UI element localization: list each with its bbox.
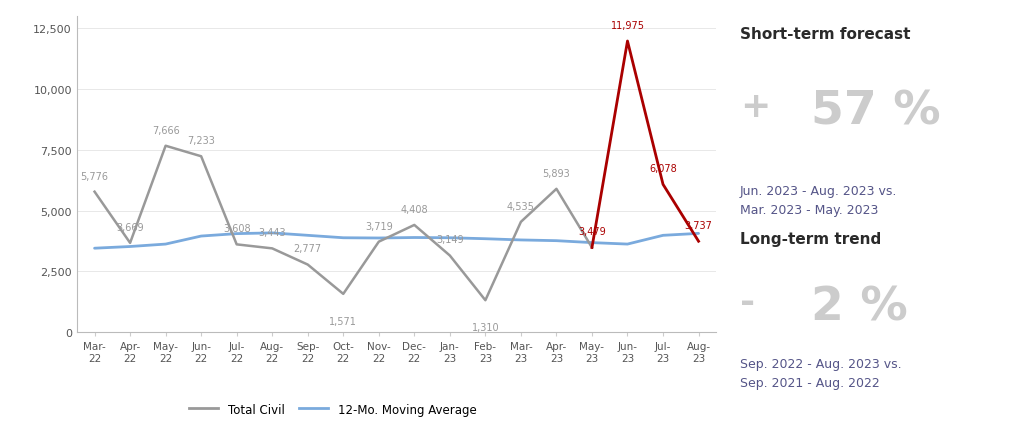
- Legend: Total Civil, 12-Mo. Moving Average: Total Civil, 12-Mo. Moving Average: [184, 399, 481, 421]
- Text: 3,737: 3,737: [685, 221, 713, 230]
- Text: 4,408: 4,408: [400, 204, 428, 214]
- Text: 4,535: 4,535: [507, 201, 535, 211]
- Text: +: +: [740, 89, 770, 124]
- Text: 1,310: 1,310: [472, 322, 499, 333]
- Text: 3,719: 3,719: [365, 221, 392, 231]
- Text: 3,608: 3,608: [223, 224, 251, 234]
- Text: 3,149: 3,149: [436, 235, 464, 245]
- Text: 11,975: 11,975: [610, 21, 644, 31]
- Text: Short-term forecast: Short-term forecast: [740, 26, 910, 41]
- Text: Sep. 2022 - Aug. 2023 vs.
Sep. 2021 - Aug. 2022: Sep. 2022 - Aug. 2023 vs. Sep. 2021 - Au…: [740, 357, 902, 389]
- Text: 57 %: 57 %: [811, 89, 941, 135]
- Text: 1,571: 1,571: [330, 317, 357, 326]
- Text: 3,479: 3,479: [579, 227, 606, 237]
- Text: 2,777: 2,777: [294, 244, 322, 254]
- Text: 3,443: 3,443: [258, 228, 286, 238]
- Text: 7,233: 7,233: [187, 136, 215, 146]
- Text: 5,776: 5,776: [81, 171, 109, 181]
- Text: -: -: [740, 285, 756, 319]
- Text: 6,078: 6,078: [649, 164, 677, 174]
- Text: 7,666: 7,666: [152, 125, 179, 135]
- Text: Jun. 2023 - Aug. 2023 vs.
Mar. 2023 - May. 2023: Jun. 2023 - Aug. 2023 vs. Mar. 2023 - Ma…: [740, 184, 897, 216]
- Text: 3,669: 3,669: [117, 222, 144, 232]
- Text: 2 %: 2 %: [811, 285, 908, 330]
- Text: Long-term trend: Long-term trend: [740, 231, 882, 246]
- Text: 5,893: 5,893: [543, 168, 570, 178]
